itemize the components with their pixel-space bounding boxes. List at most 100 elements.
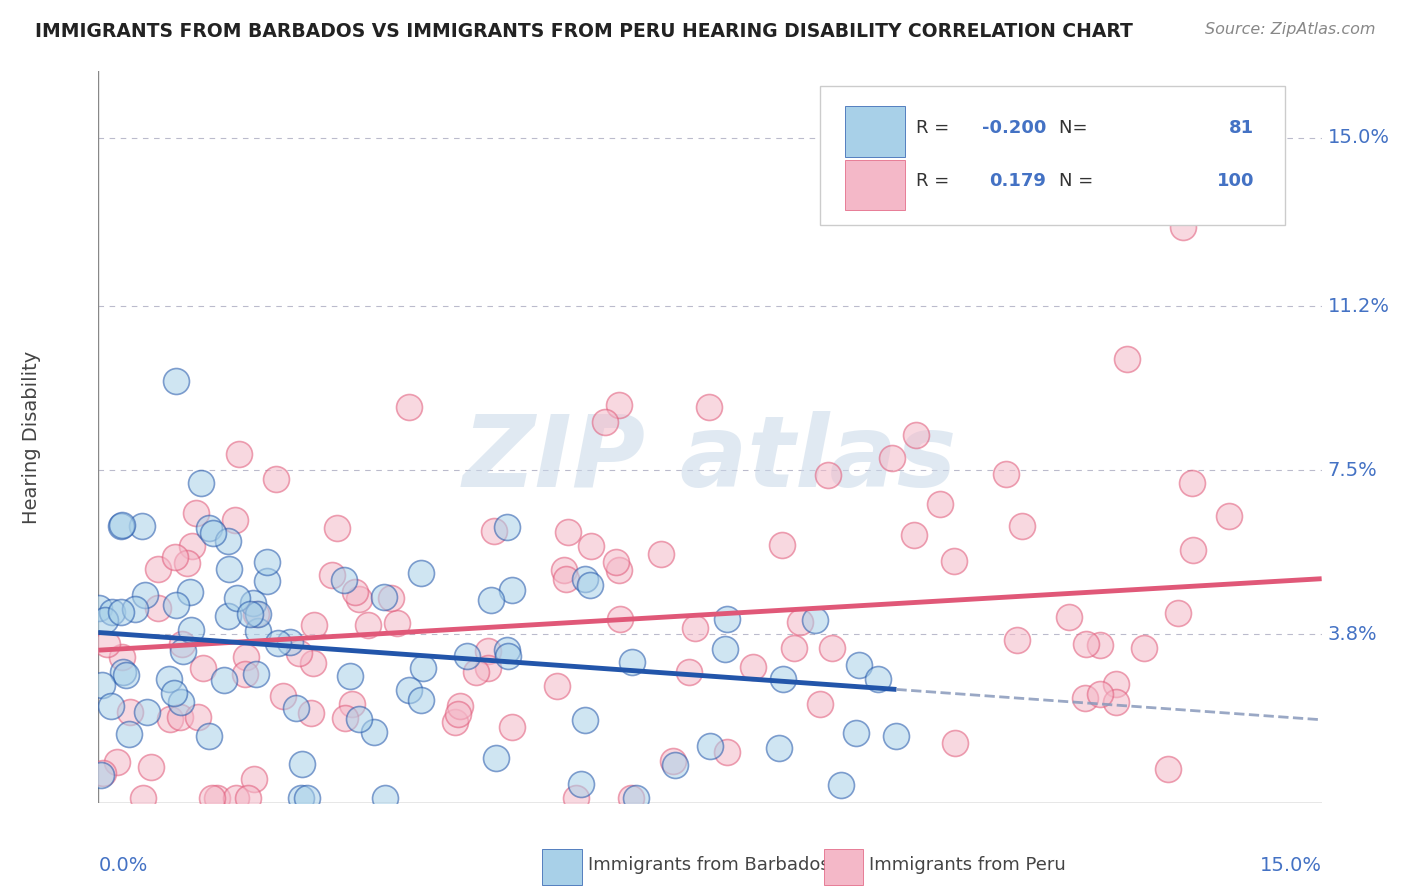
Point (131, 519, 153, 533)
Point (238, 791, 260, 805)
FancyBboxPatch shape (845, 106, 904, 157)
Point (772, 672, 794, 686)
Text: IMMIGRANTS FROM BARBADOS VS IMMIGRANTS FROM PERU HEARING DISABILITY CORRELATION : IMMIGRANTS FROM BARBADOS VS IMMIGRANTS F… (35, 22, 1133, 41)
FancyBboxPatch shape (824, 849, 863, 885)
Point (374, 791, 396, 805)
Point (770, 538, 793, 552)
Text: N =: N = (1059, 172, 1092, 190)
Point (349, 712, 371, 726)
Point (621, 656, 644, 670)
Point (180, 624, 202, 638)
Point (1167, 606, 1189, 620)
Point (165, 374, 187, 388)
FancyBboxPatch shape (543, 849, 582, 885)
Point (290, 791, 312, 805)
Point (1115, 351, 1137, 366)
Point (783, 640, 806, 655)
Point (565, 791, 588, 805)
Point (398, 683, 420, 698)
Point (821, 641, 844, 656)
Text: Source: ZipAtlas.com: Source: ZipAtlas.com (1205, 22, 1375, 37)
Point (579, 578, 602, 592)
Point (465, 665, 488, 680)
Text: 3.8%: 3.8% (1327, 625, 1378, 644)
Point (742, 660, 765, 674)
Point (1171, 219, 1194, 234)
Point (179, 584, 201, 599)
Point (456, 648, 478, 663)
Point (477, 644, 499, 658)
Point (619, 791, 641, 805)
Point (845, 726, 868, 740)
Point (339, 669, 361, 683)
Point (225, 791, 247, 805)
Text: 81: 81 (1229, 120, 1254, 137)
Point (124, 602, 146, 616)
Point (235, 649, 257, 664)
Point (132, 791, 155, 805)
Point (169, 710, 191, 724)
Point (90, 678, 112, 692)
Point (212, 673, 235, 688)
Point (412, 661, 434, 675)
Point (115, 667, 138, 681)
Point (291, 756, 314, 771)
Point (574, 572, 596, 586)
Point (217, 609, 239, 624)
Text: Immigrants from Barbados: Immigrants from Barbados (588, 856, 830, 874)
Point (650, 547, 672, 561)
Point (768, 741, 790, 756)
Point (198, 729, 221, 743)
Point (1059, 609, 1081, 624)
Point (332, 573, 354, 587)
Point (91, 765, 114, 780)
Point (904, 428, 927, 442)
Point (574, 713, 596, 727)
Point (485, 751, 508, 765)
Point (184, 506, 207, 520)
Point (207, 791, 229, 805)
Point (94, 613, 117, 627)
Point (868, 673, 890, 687)
Point (501, 583, 523, 598)
Point (848, 657, 870, 672)
Point (479, 593, 502, 607)
Point (299, 706, 322, 721)
Point (1073, 691, 1095, 706)
Point (579, 539, 602, 553)
Text: 7.5%: 7.5% (1327, 461, 1378, 480)
Text: 0.179: 0.179 (990, 172, 1046, 190)
Point (118, 705, 141, 719)
FancyBboxPatch shape (820, 86, 1285, 225)
Point (110, 605, 132, 619)
Text: N=: N= (1059, 120, 1092, 137)
Point (190, 475, 212, 490)
Point (228, 447, 250, 461)
Point (609, 612, 631, 626)
Point (163, 686, 186, 700)
Point (1088, 687, 1111, 701)
Point (335, 711, 357, 725)
Point (239, 607, 262, 621)
Point (266, 635, 288, 649)
Point (302, 656, 325, 670)
Point (1011, 518, 1033, 533)
Point (593, 415, 616, 429)
Point (678, 665, 700, 679)
Point (100, 698, 122, 713)
Point (683, 621, 706, 635)
Point (284, 701, 307, 715)
Point (101, 605, 124, 619)
Point (347, 591, 370, 606)
Text: ZIP atlas: ZIP atlas (463, 410, 957, 508)
Point (90, 768, 112, 782)
Point (555, 572, 578, 586)
Point (447, 707, 470, 722)
Point (716, 745, 738, 759)
Point (1132, 641, 1154, 656)
Point (496, 520, 519, 534)
Point (411, 693, 433, 707)
Point (176, 557, 198, 571)
Point (198, 521, 221, 535)
Point (302, 617, 325, 632)
